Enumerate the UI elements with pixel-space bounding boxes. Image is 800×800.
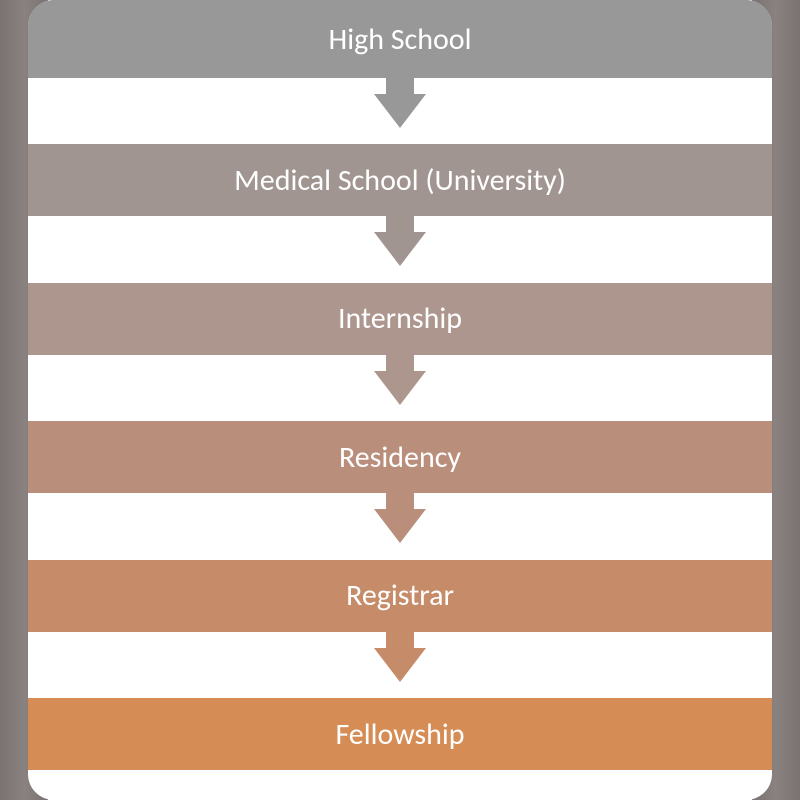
- arrow-stem: [386, 632, 414, 648]
- step-bar: Registrar: [28, 560, 772, 632]
- step-label: Residency: [339, 439, 461, 476]
- gap: [28, 405, 772, 421]
- step-bar: Residency: [28, 421, 772, 493]
- arrow-down-icon: [374, 371, 426, 405]
- step-label: Registrar: [346, 577, 454, 614]
- flowchart-step: High School: [28, 0, 772, 128]
- arrow-stem: [386, 216, 414, 232]
- step-label: Medical School (University): [234, 162, 566, 199]
- step-bar: Fellowship: [28, 698, 772, 770]
- flowchart-step: Fellowship: [28, 698, 772, 770]
- flowchart-step: Residency: [28, 421, 772, 543]
- arrow-stem: [386, 78, 414, 94]
- step-bar: Medical School (University): [28, 144, 772, 216]
- step-label: Fellowship: [335, 716, 464, 753]
- arrow-stem: [386, 355, 414, 371]
- gap: [28, 128, 772, 144]
- arrow-down-icon: [374, 94, 426, 128]
- arrow-down-icon: [374, 648, 426, 682]
- flowchart-step: Registrar: [28, 560, 772, 682]
- step-bar: High School: [28, 0, 772, 78]
- flowchart-step: Medical School (University): [28, 144, 772, 266]
- flowchart-step: Internship: [28, 283, 772, 405]
- step-label: Internship: [338, 300, 462, 337]
- flowchart-container: High School Medical School (University) …: [28, 0, 772, 800]
- gap: [28, 543, 772, 559]
- gap: [28, 682, 772, 698]
- arrow-down-icon: [374, 509, 426, 543]
- arrow-stem: [386, 493, 414, 509]
- gap: [28, 266, 772, 282]
- arrow-down-icon: [374, 232, 426, 266]
- step-bar: Internship: [28, 283, 772, 355]
- step-label: High School: [329, 21, 472, 58]
